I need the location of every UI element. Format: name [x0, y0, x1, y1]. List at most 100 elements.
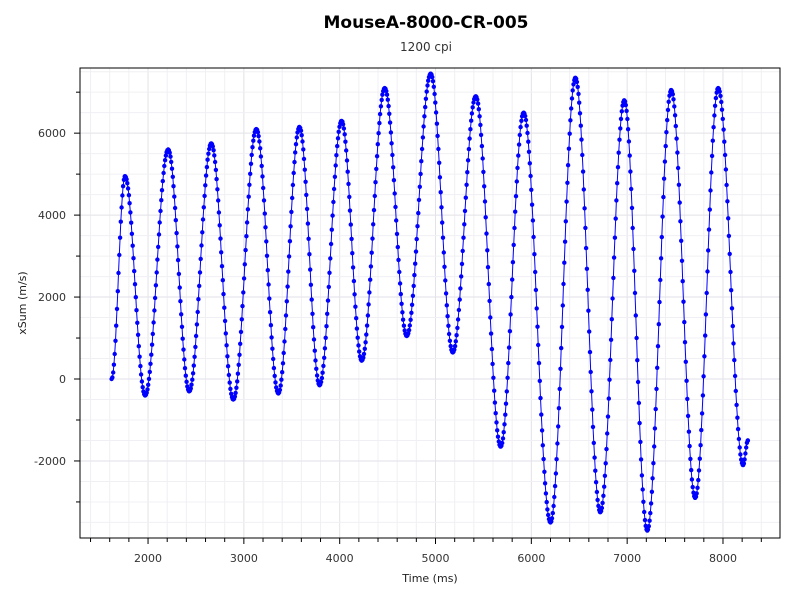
- data-point: [576, 91, 581, 97]
- data-point: [491, 375, 496, 380]
- data-point: [189, 382, 194, 387]
- data-point: [156, 244, 161, 250]
- data-point: [129, 231, 135, 236]
- data-point: [409, 310, 414, 315]
- data-point: [243, 247, 248, 253]
- data-point: [169, 166, 175, 171]
- data-point: [399, 301, 404, 306]
- data-point: [681, 299, 686, 304]
- data-point: [408, 317, 413, 322]
- data-point: [265, 268, 270, 273]
- data-point: [385, 97, 390, 102]
- data-point: [323, 335, 328, 340]
- data-point: [513, 209, 518, 214]
- data-point: [704, 290, 709, 296]
- data-point: [351, 278, 357, 284]
- data-point: [375, 142, 380, 147]
- data-point: [133, 295, 138, 300]
- data-point: [628, 169, 633, 174]
- data-point: [347, 208, 353, 213]
- data-point: [251, 138, 256, 143]
- data-point: [471, 100, 476, 105]
- data-point: [301, 156, 307, 162]
- data-point: [675, 150, 680, 155]
- data-point: [624, 108, 629, 114]
- data-point: [411, 283, 416, 289]
- data-point: [448, 343, 453, 349]
- data-point: [310, 311, 315, 316]
- data-point: [605, 414, 611, 419]
- data-point: [387, 120, 393, 125]
- data-point: [367, 290, 372, 295]
- data-point: [423, 104, 428, 110]
- data-point: [327, 270, 332, 275]
- data-point: [314, 366, 319, 371]
- data-point: [503, 412, 508, 417]
- data-point: [194, 322, 200, 327]
- data-point: [709, 170, 714, 175]
- data-point: [461, 235, 466, 240]
- y-tick-label: 2000: [38, 291, 66, 304]
- data-point: [237, 352, 242, 357]
- data-point: [466, 146, 472, 152]
- data-point: [550, 510, 555, 516]
- data-point: [462, 222, 467, 227]
- data-point: [248, 171, 253, 176]
- data-point: [419, 159, 424, 164]
- data-point: [540, 443, 545, 448]
- data-point: [590, 424, 596, 430]
- data-point: [201, 205, 206, 210]
- data-point: [309, 297, 314, 302]
- data-point: [606, 396, 611, 401]
- data-point: [292, 159, 297, 165]
- data-point: [568, 118, 573, 123]
- data-point: [223, 331, 228, 336]
- data-point: [478, 132, 484, 138]
- data-point: [128, 210, 133, 215]
- data-point: [516, 153, 521, 158]
- data-point: [602, 484, 607, 489]
- data-point: [632, 268, 637, 273]
- data-point: [732, 373, 738, 379]
- data-point: [157, 220, 162, 225]
- data-point: [380, 92, 385, 97]
- data-point: [465, 158, 471, 163]
- data-point: [220, 278, 225, 283]
- data-point: [179, 312, 184, 317]
- data-point: [440, 235, 446, 240]
- data-point: [695, 485, 700, 490]
- data-point: [241, 290, 246, 295]
- data-point: [592, 455, 597, 460]
- data-point: [482, 184, 487, 189]
- data-point: [442, 264, 447, 269]
- data-point: [619, 109, 624, 114]
- data-point: [227, 380, 232, 385]
- data-point: [603, 461, 608, 466]
- data-point: [541, 456, 546, 462]
- data-point: [195, 309, 200, 315]
- data-point: [173, 218, 178, 223]
- data-point: [602, 473, 608, 478]
- data-point: [500, 436, 506, 441]
- data-point: [584, 266, 590, 271]
- data-point: [203, 173, 209, 178]
- data-point: [274, 385, 279, 390]
- data-point: [178, 299, 183, 304]
- data-point: [374, 154, 380, 159]
- data-point: [648, 510, 653, 516]
- data-point: [435, 133, 440, 139]
- data-point: [272, 373, 277, 379]
- data-point: [302, 167, 307, 172]
- data-point: [216, 198, 221, 203]
- data-point: [556, 424, 561, 429]
- plot-area: [79, 67, 781, 539]
- data-point: [318, 379, 324, 385]
- data-point: [690, 484, 695, 490]
- data-point: [731, 341, 736, 346]
- data-point: [504, 389, 509, 394]
- data-point: [218, 236, 223, 241]
- data-point: [672, 113, 678, 118]
- data-point: [410, 293, 416, 298]
- data-point: [651, 461, 656, 466]
- data-point: [112, 351, 117, 357]
